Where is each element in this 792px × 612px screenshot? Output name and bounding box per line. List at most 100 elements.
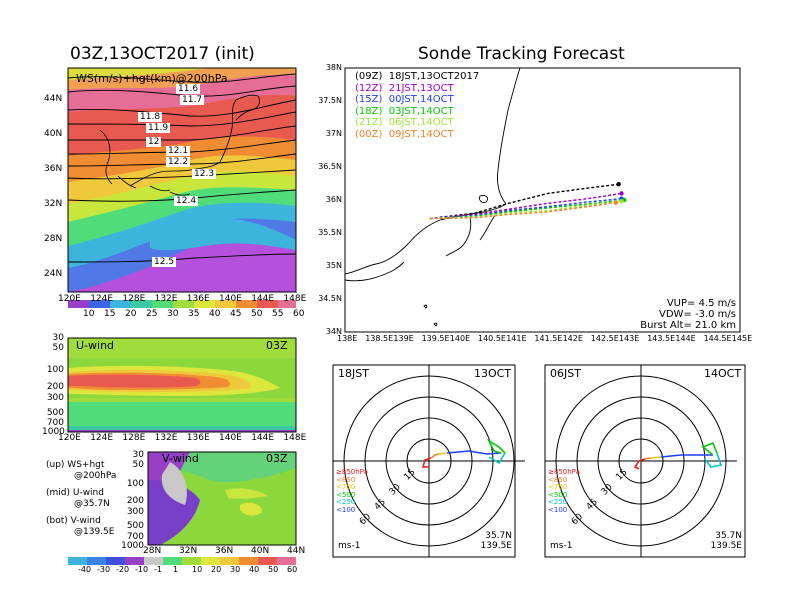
hodo1-unit: ms-1 [338,541,361,551]
track-x-tick: 143E [619,334,640,343]
track-x-tick: 139.5E [421,334,450,343]
track-line [429,192,622,220]
contour-label: 12 [146,137,162,147]
contour-label: 11.6 [176,84,201,94]
v-wind-colorbar [68,557,296,565]
hodo2-date: 14OCT [704,367,742,380]
hodo-trace [660,454,713,458]
track-y-tick: 38N [325,63,342,72]
note-mid: (mid) U-wind @35.7N [46,488,110,509]
map-colorbar-label: 10 [83,309,95,319]
track-endpoint [616,181,621,187]
vup-value: VUP= 4.5 m/s [666,298,736,309]
track-frame [344,67,741,333]
v-wind-colorbar-label: -30 [97,565,111,574]
track-y-tick: 35N [325,261,342,270]
contour-label: 12.4 [174,196,199,206]
v-wind-y-tick: 50 [132,460,144,470]
map-x-tick: 128E [122,294,146,304]
track-endpoint [619,191,624,196]
burst-alt-value: Burst Alt= 21.0 km [640,320,736,331]
map-colorbar-label: 40 [209,309,221,319]
u-wind-y-tick: 200 [46,382,64,392]
hodo-trace [446,450,502,455]
u-wind-x-tick: 136E [186,433,210,443]
v-wind-x-tick: 32N [179,546,198,556]
track-x-tick: 138.5E [365,334,394,343]
u-wind-y-tick: 700 [46,418,64,428]
v-wind-y-tick: 1000 [121,541,144,551]
v-wind-x-tick: 28N [143,546,162,556]
v-wind-colorbar-label: 20 [211,565,222,574]
u-wind-field [68,338,296,432]
hodo2-unit: ms-1 [550,541,573,551]
v-wind-colorbar-label: 1 [173,565,179,574]
u-wind-x-tick: 140E [219,433,242,443]
hodo2-location: 35.7N 139.5E [706,531,742,551]
track-x-tick: 140.5E [478,334,506,343]
v-wind-colorbar-label: -40 [78,565,92,574]
v-wind-colorbar-label: 40 [249,565,260,574]
map-colorbar-label: 60 [293,309,305,319]
map-colorbar-label: 55 [272,309,284,319]
track-x-tick: 142.5E [590,334,619,343]
vdw-value: VDW= -3.0 m/s [659,309,736,320]
map-label: WS(m/s)+hgt(km)@200hPa [76,72,228,85]
hodo1-time: 18JST [338,367,369,380]
map-y-tick: 40N [44,129,63,139]
note-up: (up) WS+hgt @200hPa [46,460,117,481]
u-wind-y-tick: 100 [46,365,64,375]
u-wind-y-tick: 500 [46,408,64,418]
track-x-tick: 141.5E [534,334,563,343]
track-legend-entry: (18Z) 03JST,14OCT [355,105,454,117]
u-wind-x-tick: 132E [154,433,178,443]
map-colorbar-label: 30 [167,309,179,319]
u-wind-time: 03Z [266,339,288,352]
v-wind-y-tick: 100 [126,479,144,489]
map-colorbar-label: 50 [251,309,263,319]
hodo-legend-entry: <700 [336,483,356,491]
map-colorbar-label: 35 [188,309,200,319]
hodo-legend-entry: <100 [548,505,568,514]
v-wind-colorbar-label: -20 [116,565,130,574]
track-x-tick: 144.5E [703,334,732,343]
hodo-legend-entry: ≥850hPa [336,468,368,476]
v-wind-colorbar-label: 50 [268,565,279,574]
hodo-legend-entry: <100 [336,505,356,514]
u-wind-x-tick: 144E [251,433,275,443]
u-wind-label: U-wind [76,339,115,352]
panel-notes: (up) WS+hgt @200hPa (mid) U-wind @35.7N (b… [46,460,116,538]
track-line [429,201,616,220]
track-x-tick: 143.5E [647,334,676,343]
track-legend-entry: (15Z) 00JST,14OCT [355,94,454,105]
map-y-tick: 28N [44,234,63,244]
v-wind-x-tick: 36N [215,546,234,556]
track-legend-entry: (09Z) 18JST,13OCT2017 [355,71,480,82]
hodo-legend-entry: <700 [548,483,568,491]
track-y-tick: 36.5N [318,162,342,171]
map-colorbar-label: 45 [230,309,242,319]
hodo-trace [488,452,506,465]
map-x-tick: 136E [186,294,210,304]
u-wind-frame [67,337,297,433]
hodo2-time: 06JST [550,367,581,380]
v-wind-y-tick: 300 [126,507,144,517]
track-x-tick: 141E [506,334,527,343]
map-colorbar-label: 20 [125,309,137,319]
track-endpoint [613,200,619,205]
contour-label: 12.1 [166,146,191,156]
left-title: 03Z,13OCT2017 (init) [70,44,255,64]
track-coastline [344,67,521,327]
u-wind-y-tick: 50 [52,343,64,353]
map-x-tick: 120E [58,294,81,304]
u-wind-y-tick: 1000 [42,427,65,437]
hodo-trace [650,456,662,459]
wind-speed-field [68,68,296,292]
track-x-tick: 145E [731,334,753,343]
map-colorbar [68,300,296,308]
track-legend-entry: (21Z) 06JST,14OCT [355,117,454,128]
hodo-legend-entry: <250 [548,498,568,506]
hodo-trace [430,453,440,459]
track-y-tick: 35.5N [318,228,342,237]
map-y-tick: 32N [44,199,63,209]
